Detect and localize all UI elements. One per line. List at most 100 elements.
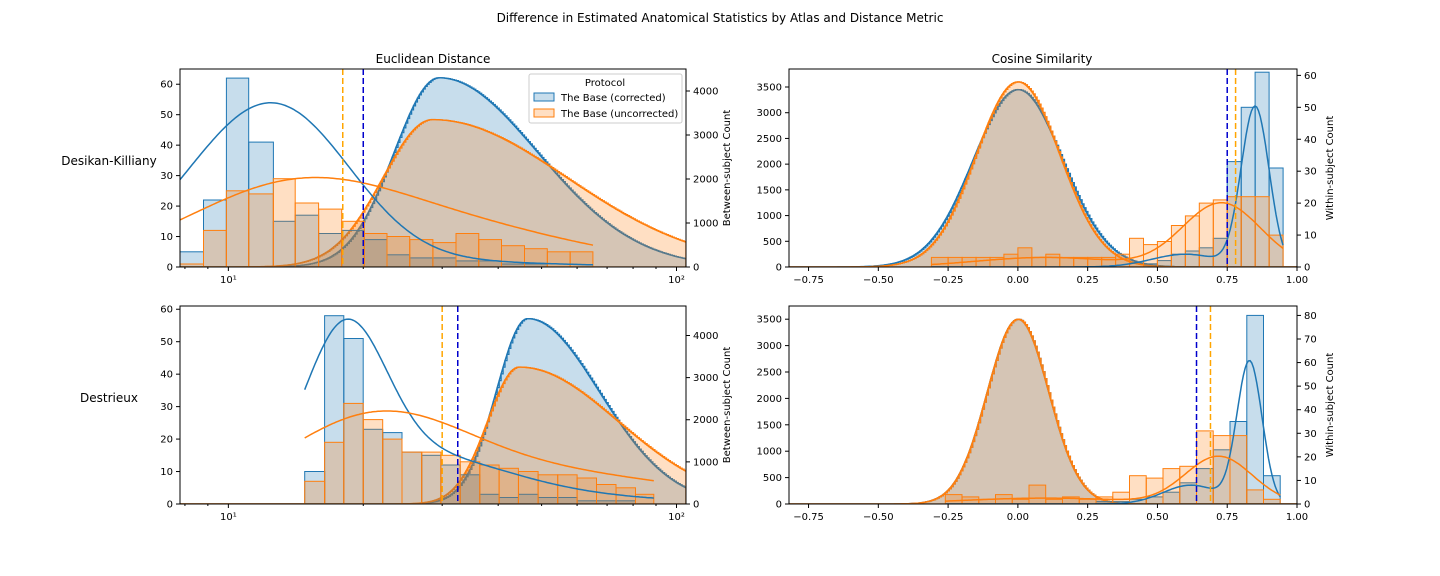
within-axis-tick-label: 40 xyxy=(1304,135,1317,146)
within-kde-uncorrected xyxy=(945,455,1281,502)
plot-area xyxy=(180,315,686,504)
between-axis-tick-label: 1000 xyxy=(757,211,782,222)
within-axis-tick-label: 20 xyxy=(1304,452,1317,463)
between-axis-label: Between-subject Count xyxy=(722,110,733,227)
within-axis-tick-label: 20 xyxy=(160,202,173,213)
x-tick-label: −0.25 xyxy=(933,275,964,286)
within-axis-tick-label: 50 xyxy=(1304,103,1317,114)
panel-desikan-euclidean: 10¹ 10² 0 10 20 30 40 50 60 0 1000 2000 3000 4000 Betw… xyxy=(160,68,733,286)
x-tick-label: 10¹ xyxy=(220,512,237,523)
within-bar-uncorrected xyxy=(537,474,559,504)
axes-frame xyxy=(788,305,1298,505)
between-kde-uncorrected xyxy=(180,366,686,504)
within-axis-tick-label: 60 xyxy=(160,305,173,316)
between-axis-tick-label: 3500 xyxy=(757,315,782,326)
within-axis-tick-label: 80 xyxy=(1304,311,1317,322)
within-bar-uncorrected xyxy=(386,236,411,267)
between-axis-tick-label: 0 xyxy=(776,263,782,274)
within-bar-uncorrected xyxy=(318,208,343,267)
within-axis-tick-label: 70 xyxy=(1304,335,1317,346)
within-bar-uncorrected xyxy=(478,239,503,267)
x-tick-label: 10² xyxy=(668,512,685,523)
x-tick-label: 1.00 xyxy=(1286,275,1308,286)
within-bar-uncorrected xyxy=(1031,256,1047,267)
between-axis-tick-label: 2500 xyxy=(757,134,782,145)
within-bar-uncorrected xyxy=(1184,215,1200,267)
within-bar-uncorrected xyxy=(635,493,655,504)
panel-destrieux-cosine: −0.75 −0.50 −0.25 0.00 0.25 0.50 0.75 1.0001020… xyxy=(757,305,1336,523)
within-bar-uncorrected xyxy=(501,245,525,267)
within-bar-uncorrected xyxy=(363,233,388,267)
within-bar-uncorrected xyxy=(421,451,442,504)
legend: Protocol The Base (corrected) The Base (… xyxy=(528,73,683,124)
within-axis-tick-label: 40 xyxy=(1304,405,1317,416)
between-axis-tick-label: 0 xyxy=(693,500,699,511)
within-kde-corrected xyxy=(931,104,1284,267)
between-axis-tick-label: 3000 xyxy=(757,108,782,119)
between-axis-tick-label: 3000 xyxy=(693,131,718,142)
between-axis-tick-label: 2500 xyxy=(757,368,782,379)
axes-frame xyxy=(179,305,687,505)
between-axis-label: Between-subject Count xyxy=(722,347,733,464)
between-kde-corrected xyxy=(180,318,686,504)
between-axis-tick-label: 1000 xyxy=(757,447,782,458)
within-axis-tick-label: 10 xyxy=(160,232,173,243)
x-tick-label: 10¹ xyxy=(220,275,237,286)
x-tick-label: 0.75 xyxy=(1216,275,1238,286)
between-axis-tick-label: 2000 xyxy=(757,394,782,405)
within-bar-uncorrected xyxy=(1212,435,1231,504)
within-axis-tick-label: 20 xyxy=(160,435,173,446)
within-bar-uncorrected xyxy=(248,193,274,267)
legend-label-corrected: The Base (corrected) xyxy=(560,93,666,104)
within-axis-tick-label: 40 xyxy=(160,141,173,152)
between-axis-tick-label: 4000 xyxy=(693,87,718,98)
axes-frame xyxy=(179,68,687,268)
x-tick-label: −0.50 xyxy=(863,275,894,286)
within-bar-uncorrected xyxy=(1198,202,1214,267)
within-bar-uncorrected xyxy=(1143,244,1158,267)
within-bar-uncorrected xyxy=(455,233,480,267)
within-kde-uncorrected xyxy=(304,410,654,482)
plot-area xyxy=(789,71,1297,267)
between-axis-tick-label: 1000 xyxy=(693,219,718,230)
within-axis-tick-label: 60 xyxy=(160,80,173,91)
within-bar-uncorrected xyxy=(304,480,326,504)
within-bar-uncorrected xyxy=(1156,241,1172,267)
between-axis-tick-label: 3000 xyxy=(757,341,782,352)
between-axis-tick-label: 1500 xyxy=(757,420,782,431)
within-axis-tick-label: 0 xyxy=(1304,263,1310,274)
within-bar-uncorrected xyxy=(1229,435,1248,504)
figure-title: Difference in Estimated Anatomical Stati… xyxy=(497,11,944,25)
row-label-desikan: Desikan-Killiany xyxy=(61,154,157,168)
within-bar-uncorrected xyxy=(294,202,320,267)
within-bar-uncorrected xyxy=(1240,196,1256,267)
x-tick-label: −0.25 xyxy=(933,512,964,523)
within-axis-tick-label: 50 xyxy=(1304,382,1317,393)
between-axis-tick-label: 3000 xyxy=(693,373,718,384)
within-bar-uncorrected xyxy=(930,256,949,267)
plot-area xyxy=(789,314,1297,504)
between-axis-tick-label: 0 xyxy=(693,263,699,274)
x-tick-label: 0.50 xyxy=(1146,275,1168,286)
x-tick-label: 0.25 xyxy=(1077,512,1099,523)
panel-desikan-cosine: −0.75 −0.50 −0.25 0.00 0.25 0.50 0.75 1.0001020… xyxy=(757,68,1336,286)
within-bar-uncorrected xyxy=(557,474,578,504)
within-axis-tick-label: 0 xyxy=(167,263,173,274)
within-axis-tick-label: 10 xyxy=(160,467,173,478)
within-bar-uncorrected xyxy=(362,419,384,504)
within-bar-uncorrected xyxy=(479,464,500,504)
x-tick-label: −0.75 xyxy=(793,512,824,523)
within-axis-tick-label: 40 xyxy=(160,370,173,381)
within-axis-tick-label: 60 xyxy=(1304,358,1317,369)
within-axis-tick-label: 30 xyxy=(160,171,173,182)
within-bar-uncorrected xyxy=(1095,496,1114,504)
x-tick-label: 10² xyxy=(668,275,685,286)
between-axis-tick-label: 4000 xyxy=(693,331,718,342)
within-axis-tick-label: 20 xyxy=(1304,199,1317,210)
within-bar-uncorrected xyxy=(1263,498,1281,504)
within-bar-uncorrected xyxy=(1059,256,1075,267)
within-bar-uncorrected xyxy=(1254,196,1270,267)
x-tick-label: 0.00 xyxy=(1007,275,1029,286)
within-bar-uncorrected xyxy=(1246,489,1265,504)
within-axis-label: Within-subject Count xyxy=(1325,353,1336,458)
